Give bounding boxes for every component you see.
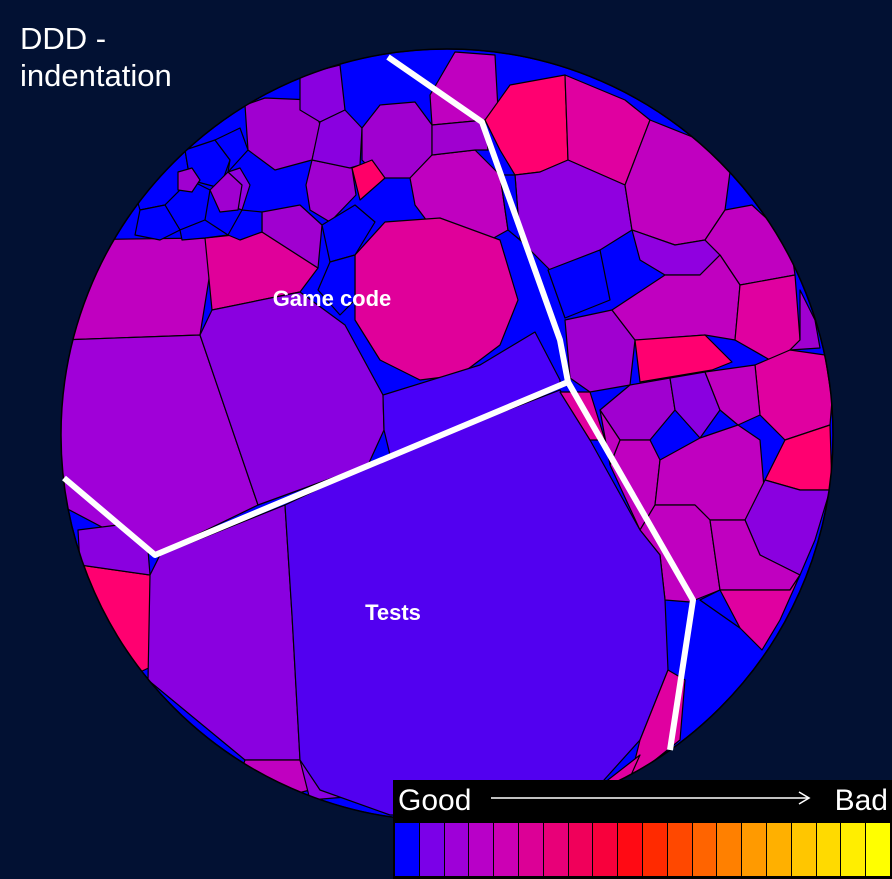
legend-swatch — [618, 823, 643, 876]
legend-swatch — [568, 823, 594, 876]
legend-swatch — [469, 823, 495, 876]
legend-swatch — [841, 823, 867, 876]
legend-swatch — [593, 823, 619, 876]
region-divider — [386, 54, 571, 383]
legend-swatch — [543, 823, 569, 876]
legend-swatch — [667, 823, 693, 876]
arrow-right-icon — [491, 791, 811, 805]
legend-swatch — [766, 823, 792, 876]
legend-swatches — [395, 823, 891, 876]
legend-swatch — [419, 823, 445, 876]
legend-swatch — [866, 823, 891, 876]
cell — [634, 334, 733, 383]
legend-swatch — [444, 823, 470, 876]
cell — [789, 289, 821, 351]
cell — [227, 209, 263, 241]
cell — [699, 589, 741, 629]
region-divider — [62, 379, 570, 558]
legend-swatch — [816, 823, 842, 876]
cell — [177, 167, 201, 193]
legend-swatch — [518, 823, 544, 876]
cell — [699, 574, 801, 651]
legend-swatch — [642, 823, 668, 876]
color-legend: Good Bad — [393, 780, 892, 879]
cell — [79, 564, 156, 673]
cell — [321, 204, 376, 263]
cell — [61, 334, 259, 556]
chart-title: DDD - indentation — [20, 21, 172, 93]
legend-swatch — [791, 823, 817, 876]
cell — [354, 217, 519, 381]
cell — [754, 349, 833, 441]
cell — [179, 219, 229, 241]
legend-swatch — [717, 823, 743, 876]
cell — [134, 204, 181, 241]
legend-swatch — [742, 823, 767, 876]
cell — [599, 409, 621, 466]
cell — [214, 127, 249, 173]
region-label-game-code: Game code — [273, 286, 392, 311]
cell — [61, 237, 213, 341]
cell — [669, 371, 721, 439]
cell — [704, 364, 761, 426]
cell — [209, 171, 243, 213]
region-divider — [565, 380, 696, 751]
legend-good-label: Good — [398, 784, 472, 817]
legend-swatch — [494, 823, 519, 876]
cell — [547, 249, 611, 319]
legend-swatch — [692, 823, 718, 876]
legend-bad-label: Bad — [834, 784, 888, 817]
cell — [351, 159, 386, 201]
cell — [431, 119, 489, 156]
legend-swatch — [395, 823, 420, 876]
region-label-tests: Tests — [365, 600, 421, 625]
cell — [317, 254, 356, 316]
legend-header: Good Bad — [393, 780, 892, 822]
